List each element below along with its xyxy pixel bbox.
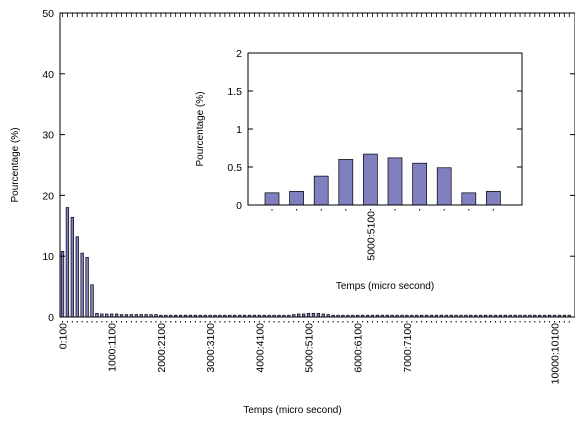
inset-bar bbox=[412, 162, 427, 206]
main-x-tick-label: 1000:1100 bbox=[107, 323, 119, 372]
inset-bar bbox=[289, 190, 304, 206]
inset-bar bbox=[486, 190, 501, 206]
main-bars bbox=[60, 207, 571, 318]
main-bar bbox=[60, 250, 65, 318]
main-x-tick-label: 0:100 bbox=[58, 323, 70, 349]
main-y-tick-label: 20 bbox=[42, 190, 54, 202]
inset-chart: 0 0.5 1 1.5 2 5000:5100 Pourcentage (%) Temps (… bbox=[195, 48, 523, 292]
inset-bar bbox=[387, 157, 403, 206]
inset-bar bbox=[461, 192, 477, 206]
main-bar bbox=[311, 313, 316, 318]
inset-y-axis-title: Pourcentage (%) bbox=[195, 91, 206, 166]
inset-background bbox=[248, 53, 522, 205]
inset-x-tick-label: 5000:5100 bbox=[365, 211, 377, 261]
inset-y-tick-label: 2 bbox=[236, 48, 242, 60]
main-bar bbox=[65, 207, 70, 318]
inset-y-tick-label: 1 bbox=[236, 124, 242, 136]
main-bar bbox=[70, 216, 74, 318]
main-bar bbox=[95, 313, 99, 318]
inset-y-tick-label: 0.5 bbox=[227, 162, 242, 174]
main-bar bbox=[80, 252, 84, 318]
main-bar bbox=[316, 313, 320, 318]
main-y-tick-label: 50 bbox=[42, 8, 54, 20]
inset-y-tick-label: 0 bbox=[236, 200, 242, 212]
main-x-axis-title: Temps (micro second) bbox=[243, 405, 341, 416]
main-y-tick-label: 40 bbox=[42, 69, 54, 81]
inset-bar bbox=[363, 153, 378, 206]
inset-bar bbox=[313, 175, 329, 206]
inset-x-axis-title: Temps (micro second) bbox=[336, 281, 434, 292]
main-x-tick-label: 6000:6100 bbox=[353, 323, 365, 373]
main-x-tick-label: 4000:4100 bbox=[254, 323, 266, 373]
main-y-tick-label: 0 bbox=[48, 312, 54, 324]
main-y-tick-label: 10 bbox=[42, 251, 54, 263]
main-y-tick-label: 30 bbox=[42, 130, 54, 142]
main-bar bbox=[90, 284, 94, 318]
main-x-tick-label: 7000:7100 bbox=[402, 323, 414, 373]
main-x-tick-label: 5000:5100 bbox=[304, 323, 316, 373]
main-y-axis-title: Pourcentage (%) bbox=[10, 127, 21, 202]
main-x-tick-label: 10000:10100 bbox=[550, 323, 562, 384]
main-plot-frame bbox=[59, 12, 575, 318]
inset-bars bbox=[264, 153, 501, 206]
inset-y-tick-label: 1.5 bbox=[227, 86, 242, 98]
main-bar bbox=[75, 236, 79, 318]
main-x-tick-label: 2000:2100 bbox=[156, 323, 168, 373]
inset-bar bbox=[436, 167, 452, 206]
inset-bar bbox=[264, 192, 280, 206]
main-bar bbox=[85, 257, 89, 318]
main-x-tick-label: 3000:3100 bbox=[205, 323, 217, 373]
inset-bar bbox=[338, 159, 354, 206]
main-bar bbox=[306, 313, 311, 318]
